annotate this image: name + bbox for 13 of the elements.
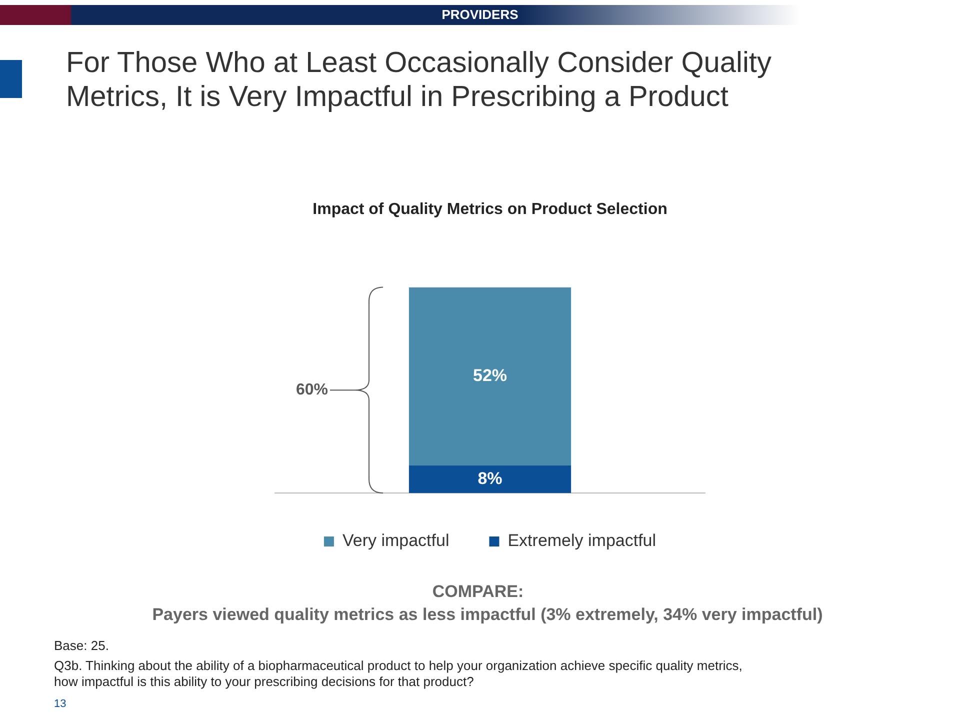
text: Base: 25. [54,638,109,653]
data-label: 52% [472,366,508,386]
text: COMPARE: [431,582,525,602]
text: 13 [54,698,66,710]
data-label: 8% [478,468,502,488]
text: 60% [296,382,328,399]
legend-label: Very impactful [342,531,450,550]
chart-title: Impact of Quality Metrics on Product Selection [312,201,668,218]
legend-label: Extremely impactful [508,531,656,550]
text: For Those Who at Least Occasionally Consider Quality Metrics, It is Very Impactful in Prescribing a Product [66,46,772,114]
text: Payers viewed quality metrics as less impactful (3% extremely, 34% very impactful) [151,605,824,625]
text: PROVIDERS [440,7,520,22]
text: Q3b. Thinking about the ability of a biopharmaceutical product to help your organization achieve specific quality metrics, how impactful is this ability to your prescribing decisions for that product? [54,658,744,690]
